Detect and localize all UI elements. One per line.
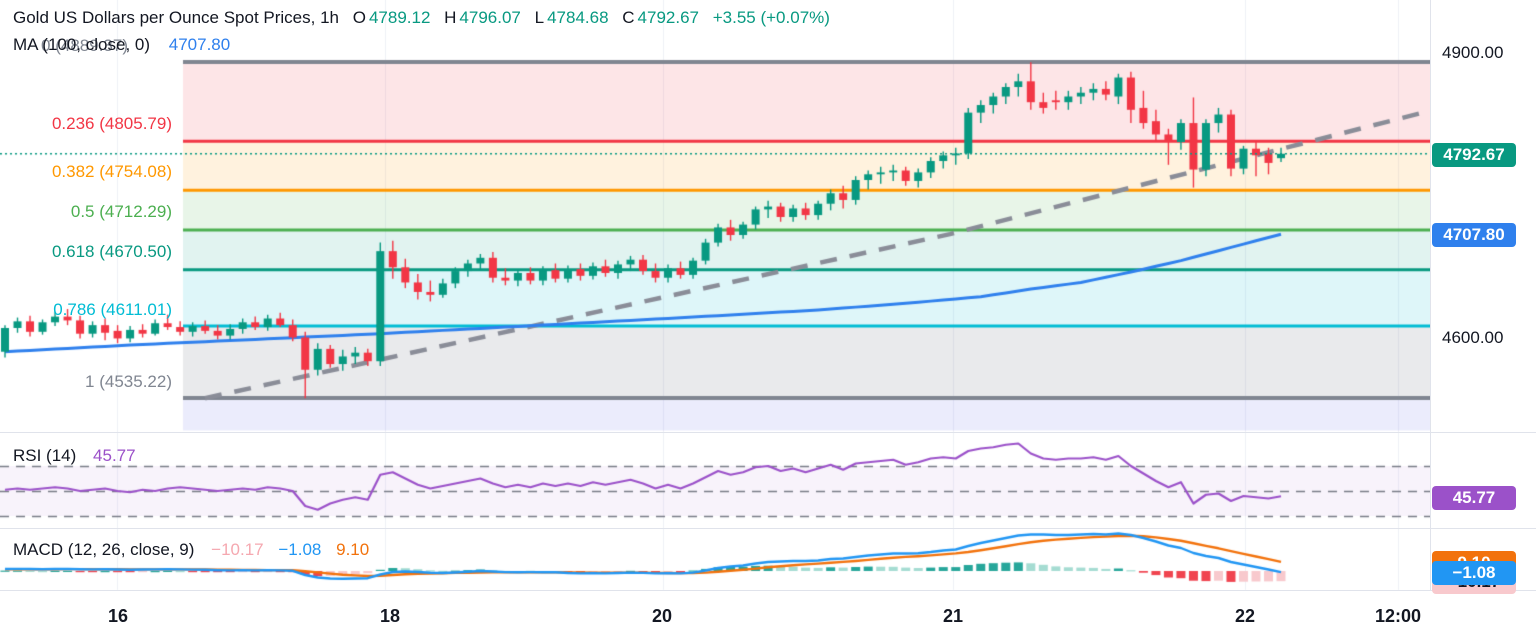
symbol-legend[interactable]: Gold US Dollars per Ounce Spot Prices, 1… [13,8,830,28]
time-label-1200: 12:00 [1374,606,1422,626]
time-label-21: 21 [942,606,964,626]
time-label-18: 18 [379,606,401,626]
chart-canvas[interactable] [0,0,1430,592]
axis-label-4600[interactable]: 4600.00 [1442,328,1504,347]
macd-hist-value: −10.17 [211,540,264,559]
ma-legend[interactable]: MA (100, close, 0) 4707.80 [13,35,230,55]
high-label: H [444,8,457,27]
close-label: C [622,8,635,27]
time-axis-border [0,590,1536,591]
macd-line-badge: −1.08 [1432,561,1516,585]
axis-label-4900[interactable]: 4900.00 [1442,43,1504,62]
last-price-badge: 4792.67 [1432,143,1516,167]
symbol-title[interactable]: Gold US Dollars per Ounce Spot Prices, 1… [13,8,339,27]
open-value: 4789.12 [368,8,431,27]
close-value: 4792.67 [637,8,699,27]
rsi-value: 45.77 [93,446,136,465]
rsi-badge: 45.77 [1432,486,1516,510]
time-label-20: 20 [651,606,673,626]
fib-label-0: 0 (4889.37) [41,36,128,55]
price-axis-border [1430,0,1431,590]
fib-label-0.618: 0.618 (4670.50) [51,242,172,261]
fib-label-1: 1 (4535.22) [85,372,172,391]
change-value: +3.55 (+0.07%) [712,8,830,27]
time-label-16: 16 [107,606,129,626]
macd-label[interactable]: MACD (12, 26, close, 9) [13,540,195,559]
fib-label-0.5: 0.5 (4712.29) [70,202,172,221]
time-label-22: 22 [1234,606,1256,626]
macd-signal-value: 9.10 [336,540,370,559]
high-value: 4796.07 [459,8,521,27]
macd-legend[interactable]: MACD (12, 26, close, 9) −10.17 −1.08 9.1… [13,540,369,560]
low-label: L [534,8,545,27]
low-value: 4784.68 [547,8,609,27]
open-label: O [352,8,366,27]
pane-separator[interactable] [0,432,1536,433]
ma-price-badge: 4707.80 [1432,223,1516,247]
fib-label-0.382: 0.382 (4754.08) [51,162,172,181]
ma-label[interactable]: MA (100, close, 0) [13,35,151,54]
fib-label-0.786: 0.786 (4611.01) [53,300,172,319]
fib-label-0.236: 0.236 (4805.79) [51,114,172,133]
ma-value: 4707.80 [168,35,231,54]
rsi-label[interactable]: RSI (14) [13,446,77,465]
rsi-legend[interactable]: RSI (14) 45.77 [13,446,136,466]
pane-separator[interactable] [0,528,1536,529]
macd-line-value: −1.08 [278,540,322,559]
